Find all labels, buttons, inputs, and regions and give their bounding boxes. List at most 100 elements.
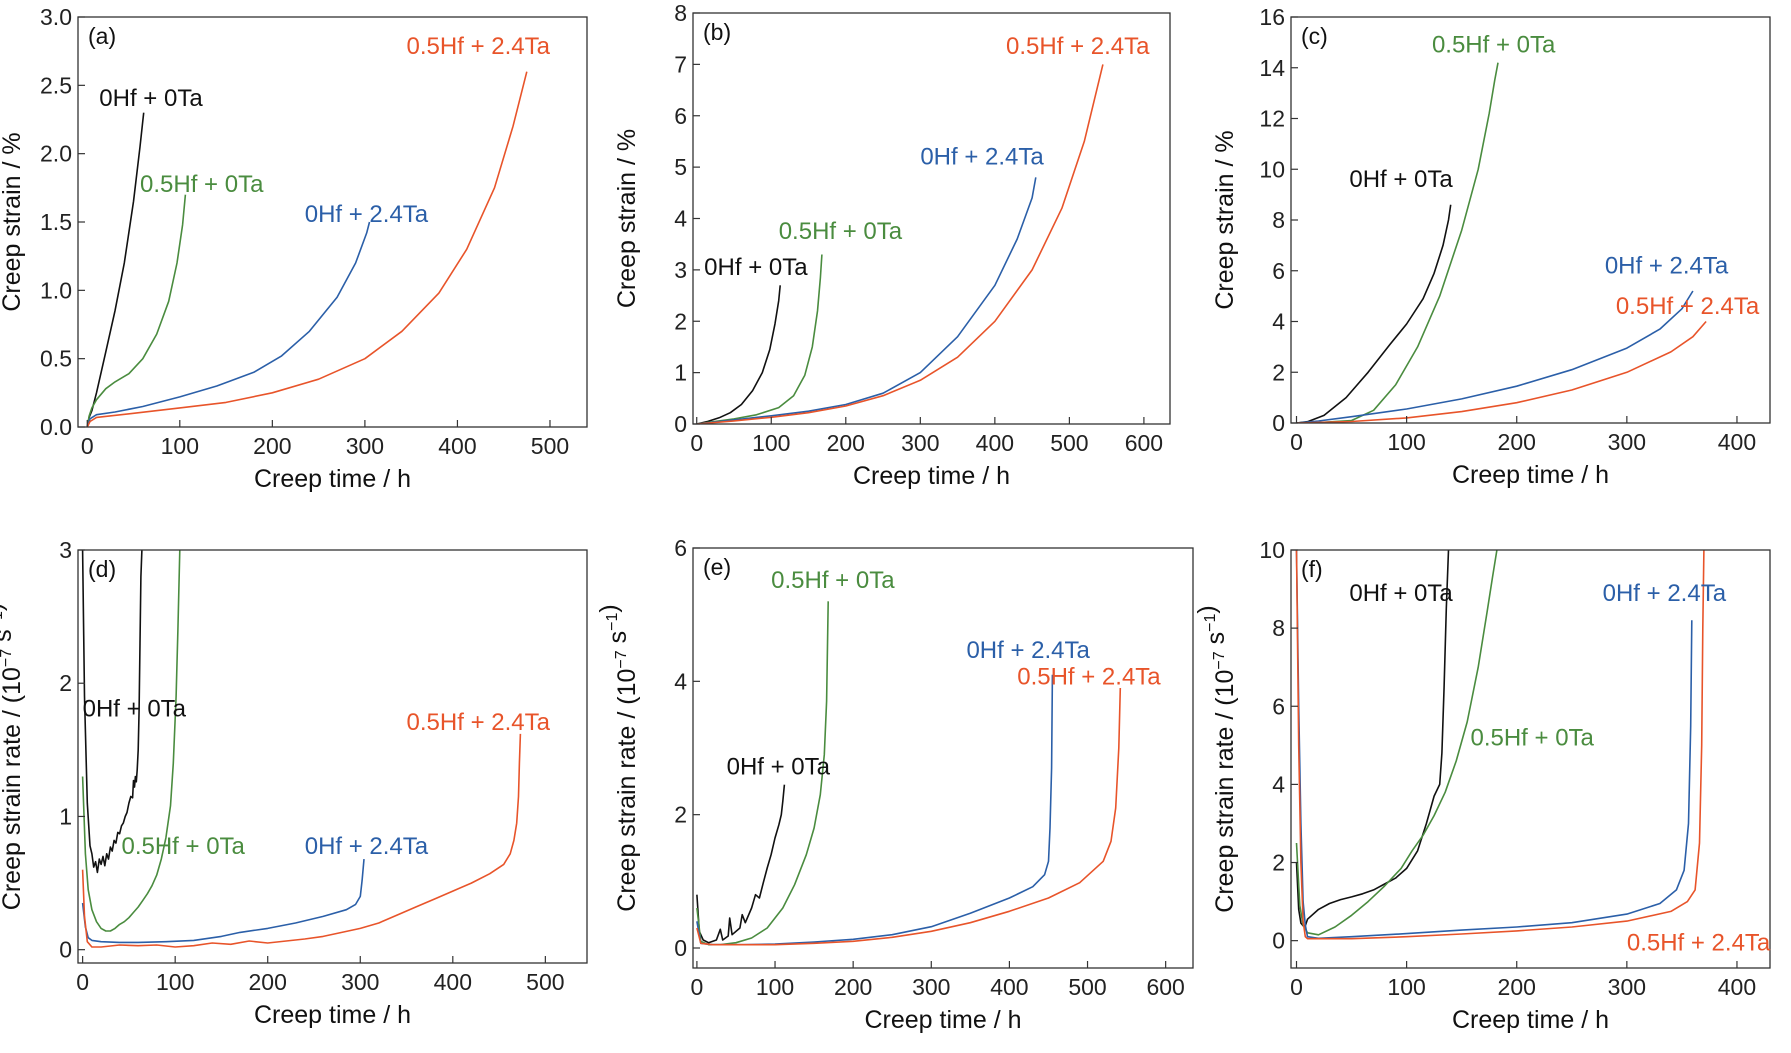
series-label-0-5hf-0ta: 0.5Hf + 0Ta — [1470, 724, 1594, 751]
series-line-0hf-0ta — [81, 550, 143, 874]
y-tick-label: 7 — [674, 51, 687, 77]
series-label-0hf-2-4ta: 0Hf + 2.4Ta — [305, 201, 429, 228]
x-tick-label: 400 — [976, 430, 1014, 456]
series-line-0-5hf-0ta — [1295, 550, 1498, 936]
x-tick-label: 600 — [1125, 430, 1163, 456]
y-tick-label: 16 — [1259, 4, 1285, 30]
series-line-0hf-2-4ta — [696, 674, 1054, 946]
series-label-0-5hf-2-4ta: 0.5Hf + 2.4Ta — [1017, 664, 1161, 691]
x-tick-label: 100 — [752, 430, 790, 456]
x-tick-label: 600 — [1146, 974, 1184, 1000]
x-tick-label: 100 — [161, 433, 199, 459]
x-tick-label: 300 — [912, 974, 950, 1000]
x-tick-label: 100 — [756, 974, 794, 1000]
y-tick-label: 1.0 — [40, 277, 72, 303]
series-label-0hf-0ta: 0Hf + 0Ta — [727, 754, 831, 781]
x-axis-label: Creep time / h — [254, 1001, 411, 1029]
y-axis-label: Creep strain rate / (10−7 s−1) — [0, 603, 26, 910]
x-tick-label: 200 — [249, 969, 287, 995]
y-tick-label: 0 — [59, 937, 72, 963]
x-tick-label: 0 — [76, 969, 89, 995]
x-tick-label: 200 — [253, 433, 291, 459]
series-line-0-5hf-2-4ta — [86, 71, 528, 427]
x-tick-label: 300 — [341, 969, 379, 995]
y-tick-label: 8 — [1272, 615, 1285, 641]
x-tick-label: 200 — [1498, 974, 1536, 1000]
series-label-0-5hf-0ta: 0.5Hf + 0Ta — [140, 171, 264, 198]
y-tick-label: 8 — [674, 0, 687, 26]
y-tick-label: 2 — [59, 670, 72, 696]
x-tick-label: 500 — [526, 969, 564, 995]
x-axis-label: Creep time / h — [1452, 461, 1609, 489]
x-tick-label: 300 — [901, 430, 939, 456]
series-line-0-5hf-0ta — [1296, 62, 1499, 423]
series-label-0hf-2-4ta: 0Hf + 2.4Ta — [1603, 580, 1727, 607]
series-line-0-5hf-2-4ta — [1295, 550, 1705, 940]
y-tick-label: 5 — [674, 154, 687, 180]
x-tick-label: 100 — [1387, 974, 1425, 1000]
x-axis-label: Creep time / h — [864, 1006, 1021, 1034]
series-label-0-5hf-2-4ta: 0.5Hf + 2.4Ta — [1616, 293, 1760, 320]
x-tick-label: 500 — [1050, 430, 1088, 456]
y-tick-label: 0 — [674, 411, 687, 437]
y-tick-label: 4 — [1272, 771, 1285, 797]
x-tick-label: 400 — [1718, 974, 1756, 1000]
x-tick-label: 400 — [990, 974, 1028, 1000]
plot-frame — [1290, 16, 1771, 424]
y-axis-label: Creep strain rate / (10−7 s−1) — [595, 604, 641, 911]
panel-label: (e) — [703, 554, 731, 580]
panel-a: 0 100 200 300 400 500 0.0 0.5 1.0 1.5 2.0 2.5 3.0 (a)… — [0, 4, 588, 493]
x-tick-label: 200 — [834, 974, 872, 1000]
series-label-0-5hf-0ta: 0.5Hf + 0Ta — [779, 218, 903, 245]
x-tick-label: 200 — [1498, 429, 1536, 455]
series-label-0-5hf-0ta: 0.5Hf + 0Ta — [1432, 32, 1556, 59]
y-tick-label: 0 — [1272, 410, 1285, 436]
y-tick-label: 2 — [674, 308, 687, 334]
y-tick-label: 1 — [59, 803, 72, 829]
series-label-0-5hf-0ta: 0.5Hf + 0Ta — [771, 567, 895, 594]
y-tick-label: 3 — [674, 257, 687, 283]
y-tick-label: 0.0 — [40, 414, 72, 440]
series-label-0hf-0ta: 0Hf + 0Ta — [1349, 166, 1453, 193]
y-tick-label: 10 — [1259, 156, 1285, 182]
series-label-0-5hf-2-4ta: 0.5Hf + 2.4Ta — [1627, 929, 1771, 956]
series-line-0hf-2-4ta — [81, 859, 365, 944]
panel-label: (c) — [1301, 23, 1328, 49]
y-tick-label: 4 — [674, 206, 687, 232]
panel-c: 0 100 200 300 400 0 2 4 6 8 10 12 14 16 (c) Creep time … — [1211, 4, 1771, 489]
y-tick-label: 6 — [1272, 693, 1285, 719]
plot-frame — [692, 547, 1194, 969]
series-line-0hf-0ta — [1296, 204, 1452, 423]
x-tick-label: 0 — [81, 433, 94, 459]
series-line-0hf-0ta — [696, 285, 781, 424]
y-tick-label: 2 — [1272, 850, 1285, 876]
y-tick-label: 2 — [674, 802, 687, 828]
panel-d: 0 100 200 300 400 500 0 1 2 3 (d) Creep time / h Cre… — [0, 537, 588, 1029]
y-axis-label: Creep strain / % — [613, 129, 641, 308]
panel-label: (f) — [1301, 556, 1323, 582]
y-tick-label: 6 — [1272, 258, 1285, 284]
panel-e: 0 100 200 300 400 500 600 0 2 4 6 (e) Creep time / h… — [595, 535, 1194, 1034]
series-label-0hf-0ta: 0Hf + 0Ta — [704, 254, 808, 281]
x-axis-label: Creep time / h — [853, 462, 1010, 490]
series-line-0hf-0ta — [86, 112, 145, 427]
panel-f: 0 100 200 300 400 0 2 4 6 8 10 (f) Creep time / h Cre… — [1193, 537, 1771, 1034]
series-line-0-5hf-0ta — [81, 550, 181, 932]
y-tick-label: 2 — [1272, 359, 1285, 385]
panel-b: 0 100 200 300 400 500 600 0 1 2 3 4 5 6 7 8 (b) Creep tim… — [613, 0, 1171, 490]
x-tick-label: 0 — [1290, 429, 1303, 455]
series-label-0-5hf-2-4ta: 0.5Hf + 2.4Ta — [407, 33, 551, 60]
series-label-0hf-2-4ta: 0Hf + 2.4Ta — [920, 144, 1044, 171]
series-label-0-5hf-0ta: 0.5Hf + 0Ta — [121, 833, 245, 860]
y-tick-label: 0 — [1272, 928, 1285, 954]
x-tick-label: 300 — [1608, 974, 1646, 1000]
panel-label: (d) — [88, 556, 116, 582]
series-line-0hf-2-4ta — [86, 221, 371, 427]
series-line-0-5hf-2-4ta — [696, 64, 1104, 424]
series-line-0-5hf-2-4ta — [81, 733, 522, 948]
y-tick-label: 2.5 — [40, 72, 72, 98]
panel-label: (a) — [88, 23, 116, 49]
y-tick-label: 4 — [1272, 309, 1285, 335]
series-line-0-5hf-0ta — [86, 194, 187, 427]
